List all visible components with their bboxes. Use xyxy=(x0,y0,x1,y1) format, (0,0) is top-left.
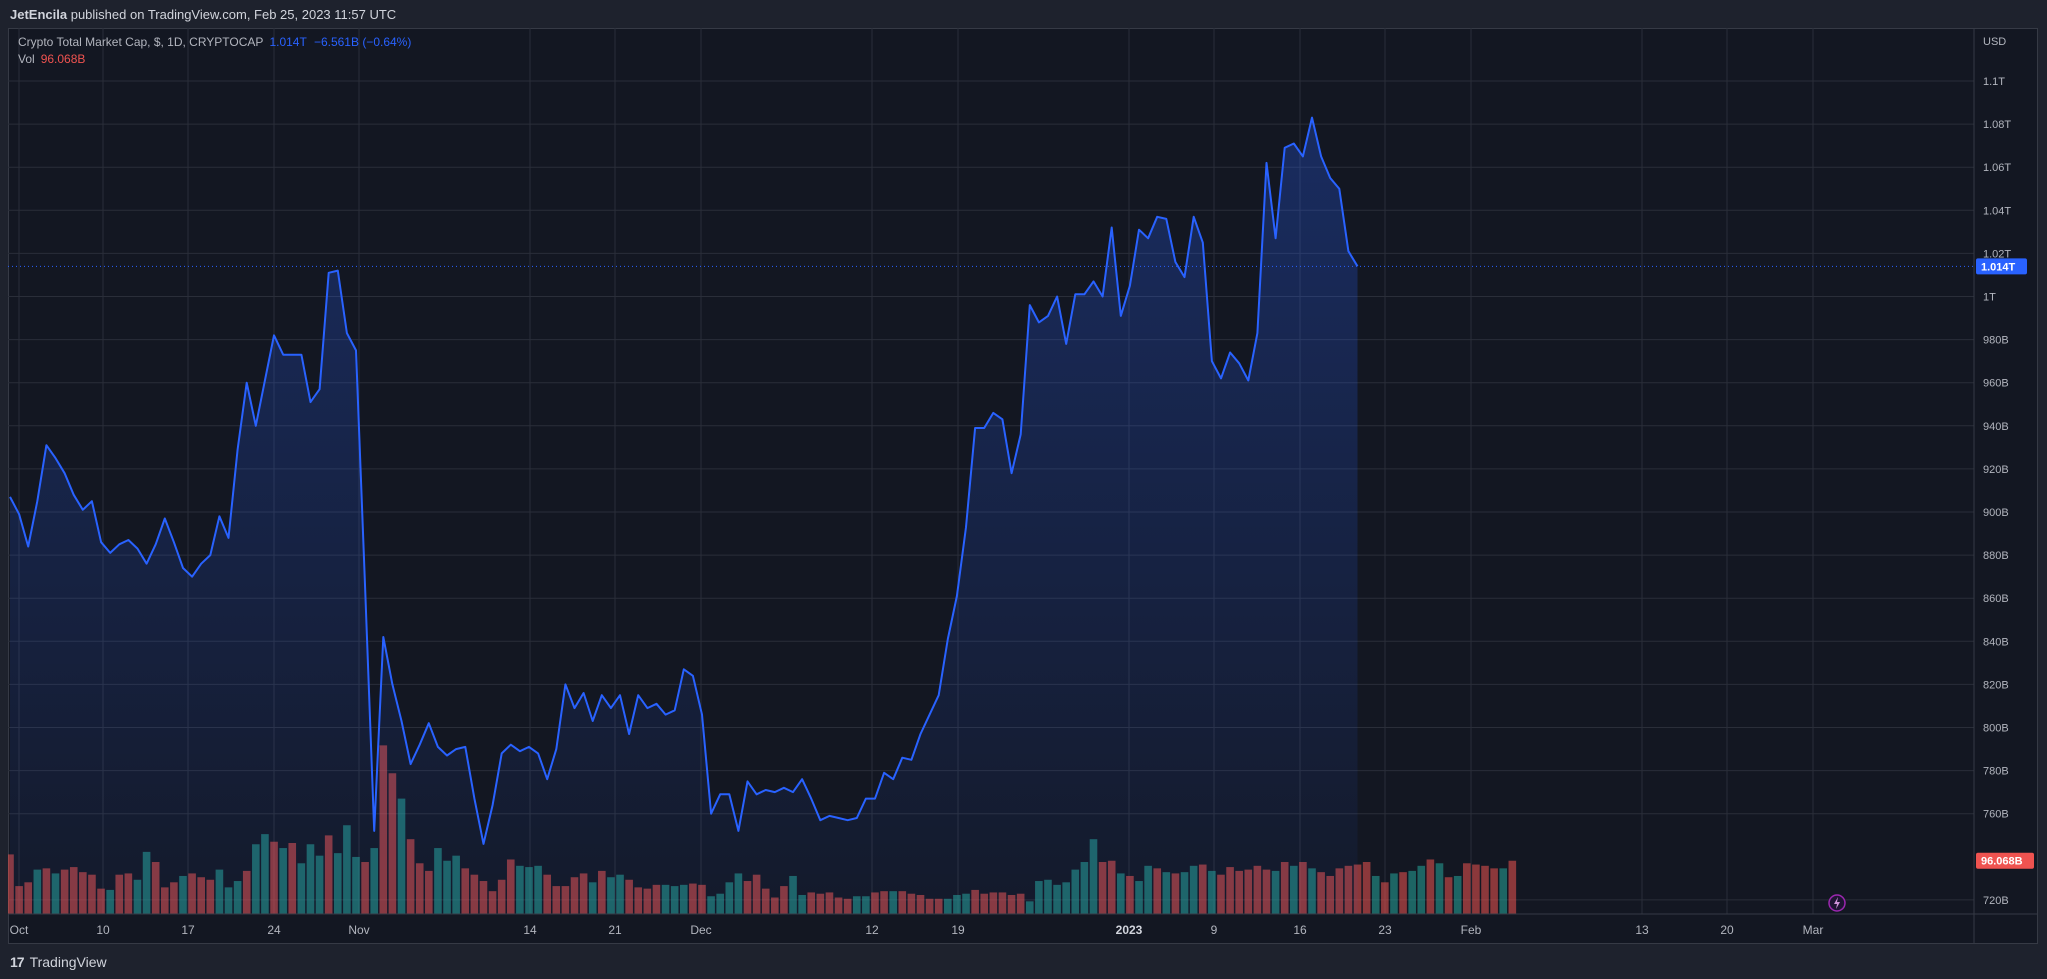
time-tick-label: 12 xyxy=(865,923,879,937)
time-tick-label: 13 xyxy=(1635,923,1649,937)
price-tick-label: 860B xyxy=(1983,593,2009,605)
price-tick-label: 840B xyxy=(1983,636,2009,648)
price-tick-label: 780B xyxy=(1983,766,2009,778)
tradingview-brand[interactable]: 17 TradingView xyxy=(10,954,107,970)
publish-text: published on TradingView.com, Feb 25, 20… xyxy=(70,7,397,22)
footer-bar: 17 TradingView xyxy=(0,944,2047,979)
time-tick-label: Mar xyxy=(1803,923,1824,937)
volume-bar xyxy=(1390,873,1398,914)
volume-bar xyxy=(1463,863,1471,914)
last-price-badge xyxy=(1976,258,2027,275)
volume-bar xyxy=(1508,860,1517,914)
last-value: 1.014T xyxy=(269,35,307,49)
volume-bar xyxy=(1408,870,1416,914)
currency-label: USD xyxy=(1983,36,2006,48)
publish-info: JetEncila published on TradingView.com, … xyxy=(10,7,396,22)
time-tick-label: 20 xyxy=(1720,923,1734,937)
time-tick-label: 17 xyxy=(181,923,195,937)
time-tick-label: 16 xyxy=(1293,923,1307,937)
volume-bar xyxy=(1417,865,1426,914)
price-tick-label: 1.1T xyxy=(1983,76,2005,88)
volume-bar xyxy=(1490,868,1498,914)
price-axis[interactable]: USD 1.1T 1.08T 1.06T 1.04T 1.02T 1T 980B 960B 940… xyxy=(1973,28,2034,944)
price-tick-label: 1.04T xyxy=(1983,205,2011,217)
last-price-badge-label: 1.014T xyxy=(1981,261,2016,273)
time-tick-label: 10 xyxy=(96,923,110,937)
volume-bar xyxy=(1453,875,1462,914)
price-tick-label: 980B xyxy=(1983,335,2009,347)
time-tick-label: 2023 xyxy=(1116,923,1143,937)
time-tick-label: Feb xyxy=(1461,923,1482,937)
last-volume-badge xyxy=(1976,852,2034,869)
volume-label: Vol xyxy=(18,52,35,66)
volume-bar xyxy=(1426,859,1435,914)
volume-bar xyxy=(1444,877,1453,914)
price-chart[interactable]: USD 1.1T 1.08T 1.06T 1.04T 1.02T 1T 980B 960B 940… xyxy=(8,28,2038,944)
time-tick-label: 21 xyxy=(608,923,622,937)
volume-bar xyxy=(1381,882,1389,914)
price-tick-label: 1.02T xyxy=(1983,248,2011,260)
brand-name: TradingView xyxy=(29,954,107,970)
tradingview-logo-icon: 17 xyxy=(10,954,25,970)
volume-bar xyxy=(1435,863,1444,914)
publish-header: JetEncila published on TradingView.com, … xyxy=(0,0,2047,28)
volume-bar xyxy=(1472,864,1480,914)
time-tick-label: 9 xyxy=(1211,923,1218,937)
time-tick-label: Dec xyxy=(690,923,711,937)
chart-legend: Crypto Total Market Cap, $, 1D, CRYPTOCA… xyxy=(18,34,411,68)
time-axis[interactable]: Oct 10 17 24 Nov 14 21 Dec 12 19 2023 9 16 23 Feb 13 20 M… xyxy=(8,913,2038,937)
price-tick-label: 920B xyxy=(1983,464,2009,476)
change-value: −6.561B (−0.64%) xyxy=(313,35,412,49)
time-tick-label: 19 xyxy=(951,923,965,937)
price-line[interactable] xyxy=(9,116,1359,845)
volume-bar xyxy=(1499,868,1508,914)
volume-bar xyxy=(1481,865,1489,914)
volume-bar xyxy=(1371,875,1380,914)
symbol-title: Crypto Total Market Cap, $, 1D, CRYPTOCA… xyxy=(18,35,264,49)
price-tick-label: 760B xyxy=(1983,809,2009,821)
price-area-fill xyxy=(10,117,1358,915)
price-tick-label: 820B xyxy=(1983,679,2009,691)
price-tick-label: 1.06T xyxy=(1983,162,2011,174)
price-tick-label: 720B xyxy=(1983,895,2009,907)
price-tick-label: 1.08T xyxy=(1983,119,2011,131)
volume-bar xyxy=(1399,872,1407,914)
volume-legend-row[interactable]: Vol 96.068B xyxy=(18,51,411,68)
price-tick-label: 900B xyxy=(1983,507,2009,519)
last-volume-badge-label: 96.068B xyxy=(1981,856,2023,868)
time-tick-label: Nov xyxy=(348,923,369,937)
price-tick-label: 940B xyxy=(1983,421,2009,433)
price-tick-label: 800B xyxy=(1983,723,2009,735)
author-name[interactable]: JetEncila xyxy=(10,7,68,22)
lightning-icon-bolt xyxy=(1834,897,1840,909)
price-tick-label: 960B xyxy=(1983,378,2009,390)
volume-bar xyxy=(1353,864,1362,914)
volume-bar xyxy=(1362,862,1371,914)
price-tick-label: 1T xyxy=(1983,292,1996,304)
time-tick-label: 24 xyxy=(267,923,281,937)
volume-value: 96.068B xyxy=(40,52,86,66)
time-tick-label: 14 xyxy=(523,923,537,937)
price-tick-label: 880B xyxy=(1983,550,2009,562)
time-tick-label: 23 xyxy=(1378,923,1392,937)
lightning-icon[interactable] xyxy=(1828,894,1846,912)
time-tick-label: Oct xyxy=(10,923,29,937)
symbol-legend-row[interactable]: Crypto Total Market Cap, $, 1D, CRYPTOCA… xyxy=(18,34,411,51)
